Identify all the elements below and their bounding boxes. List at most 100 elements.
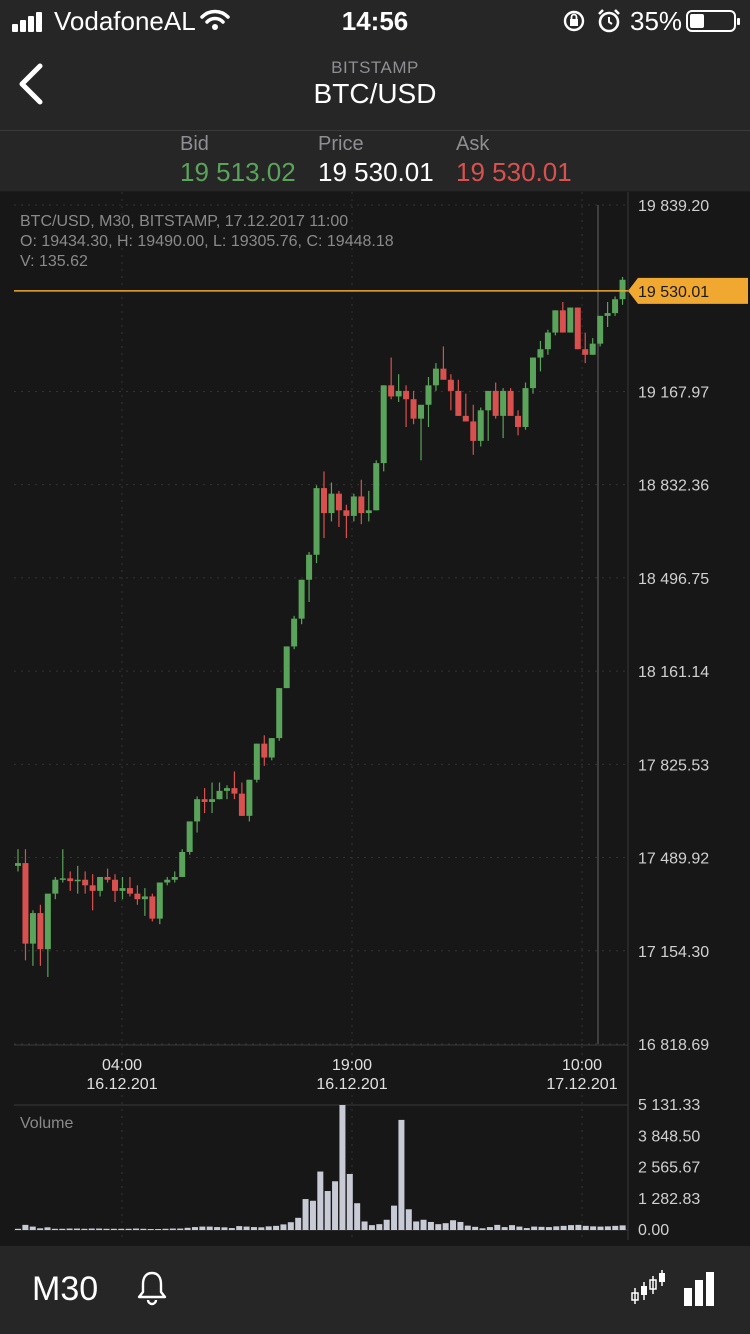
volume-bar [295, 1217, 302, 1230]
candle-body [418, 404, 425, 419]
candle-body [37, 913, 44, 950]
volume-bar [118, 1228, 125, 1230]
volume-bar [486, 1227, 493, 1230]
volume-bar [509, 1225, 516, 1230]
candle-body [350, 496, 357, 516]
volume-tick-label: 1 282.83 [638, 1191, 700, 1208]
volume-bar [457, 1221, 464, 1230]
candle-body [253, 743, 260, 780]
volume-bar [324, 1191, 331, 1230]
candle-body [574, 307, 581, 350]
volume-bar [184, 1227, 191, 1230]
candle-body [276, 688, 283, 739]
volume-bar [354, 1203, 361, 1230]
back-chevron-icon[interactable] [14, 60, 48, 108]
indicators-icon[interactable] [682, 1272, 716, 1306]
candle-body [22, 863, 29, 944]
candle-body [261, 743, 268, 758]
volume-bar [464, 1225, 471, 1230]
candle-body [112, 879, 119, 891]
candle-body [477, 410, 484, 441]
battery-percent: 35% [630, 6, 683, 36]
candlestick-type-icon[interactable] [630, 1270, 666, 1306]
candle-body [313, 488, 320, 555]
volume-bar [523, 1228, 530, 1230]
volume-bar [568, 1225, 575, 1230]
candle-body [432, 368, 439, 386]
chart-area[interactable] [0, 192, 750, 1246]
candle-body [194, 799, 201, 822]
ask-label: Ask [456, 133, 490, 155]
candle-body [559, 310, 566, 333]
volume-bar [361, 1221, 368, 1230]
volume-bar [199, 1226, 206, 1230]
ask-quote: Ask 19 530.01 [456, 133, 572, 188]
candle-body [440, 368, 447, 380]
bid-label: Bid [180, 133, 209, 155]
volume-bar [140, 1228, 147, 1230]
candle-body [544, 332, 551, 350]
volume-bar [332, 1181, 339, 1230]
candle-body [462, 415, 469, 422]
candle-body [179, 851, 186, 877]
candle-body [15, 863, 21, 866]
volume-bar [420, 1219, 427, 1230]
volume-bar [545, 1227, 552, 1230]
candle-body [223, 788, 230, 791]
volume-bar [280, 1224, 287, 1230]
candle-body [455, 390, 462, 416]
candle-body [231, 788, 238, 794]
volume-bar [612, 1225, 619, 1230]
volume-bar [29, 1226, 36, 1230]
timeframe-button[interactable]: M30 [32, 1270, 99, 1308]
volume-bar [88, 1228, 95, 1230]
price-label: Price [318, 133, 364, 155]
candle-body [321, 488, 327, 514]
candle-body [612, 299, 619, 314]
volume-bar [37, 1228, 44, 1230]
candle-body [171, 876, 178, 880]
volume-bar [206, 1226, 213, 1230]
candle-body [74, 879, 81, 882]
volume-bar [479, 1228, 486, 1230]
volume-bar [44, 1227, 51, 1230]
volume-bar [250, 1227, 257, 1230]
volume-bar [346, 1173, 353, 1230]
volume-bar [590, 1226, 597, 1230]
y-tick-label: 18 832.36 [638, 478, 709, 495]
nav-bar: BITSTAMP BTC/USD [0, 44, 750, 131]
candle-body [328, 493, 335, 514]
volume-bar [494, 1224, 501, 1230]
candlestick-chart[interactable]: 19 839.20 19 167.97 18 832.36 18 496.75 18 1… [0, 192, 750, 1246]
volume-bar [273, 1225, 280, 1230]
volume-bar [531, 1226, 538, 1230]
bell-icon[interactable] [136, 1270, 168, 1306]
y-tick-label: 16 818.69 [638, 1037, 709, 1054]
current-price-label: 19 530.01 [638, 284, 709, 301]
volume-bar [103, 1228, 110, 1230]
volume-bar [450, 1220, 457, 1230]
volume-bar [501, 1227, 508, 1230]
volume-bar [155, 1229, 162, 1230]
y-tick-label: 17 489.92 [638, 851, 709, 868]
candle-body [164, 879, 171, 883]
status-bar: VodafoneAL 14:56 35% [0, 0, 750, 44]
candle-body [209, 799, 216, 802]
candle-body [515, 415, 522, 427]
y-tick-label: 17 825.53 [638, 757, 709, 774]
candle-body [156, 882, 163, 919]
clock: 14:56 [341, 6, 409, 36]
volume-bar [147, 1229, 154, 1230]
candle-body [201, 799, 208, 802]
x-tick-date: 17.12.201 [546, 1076, 617, 1093]
chart-info-ohlc: O: 19434.30, H: 19490.00, L: 19305.76, C… [20, 233, 394, 250]
volume-bar [177, 1228, 184, 1230]
bid-value: 19 513.02 [180, 157, 296, 187]
candle-body [335, 493, 342, 511]
candle-body [552, 310, 559, 333]
volume-bar [243, 1226, 250, 1230]
volume-bar [191, 1227, 198, 1230]
volume-bar [339, 1105, 346, 1230]
volume-bar [405, 1209, 412, 1230]
candle-body [358, 496, 365, 514]
